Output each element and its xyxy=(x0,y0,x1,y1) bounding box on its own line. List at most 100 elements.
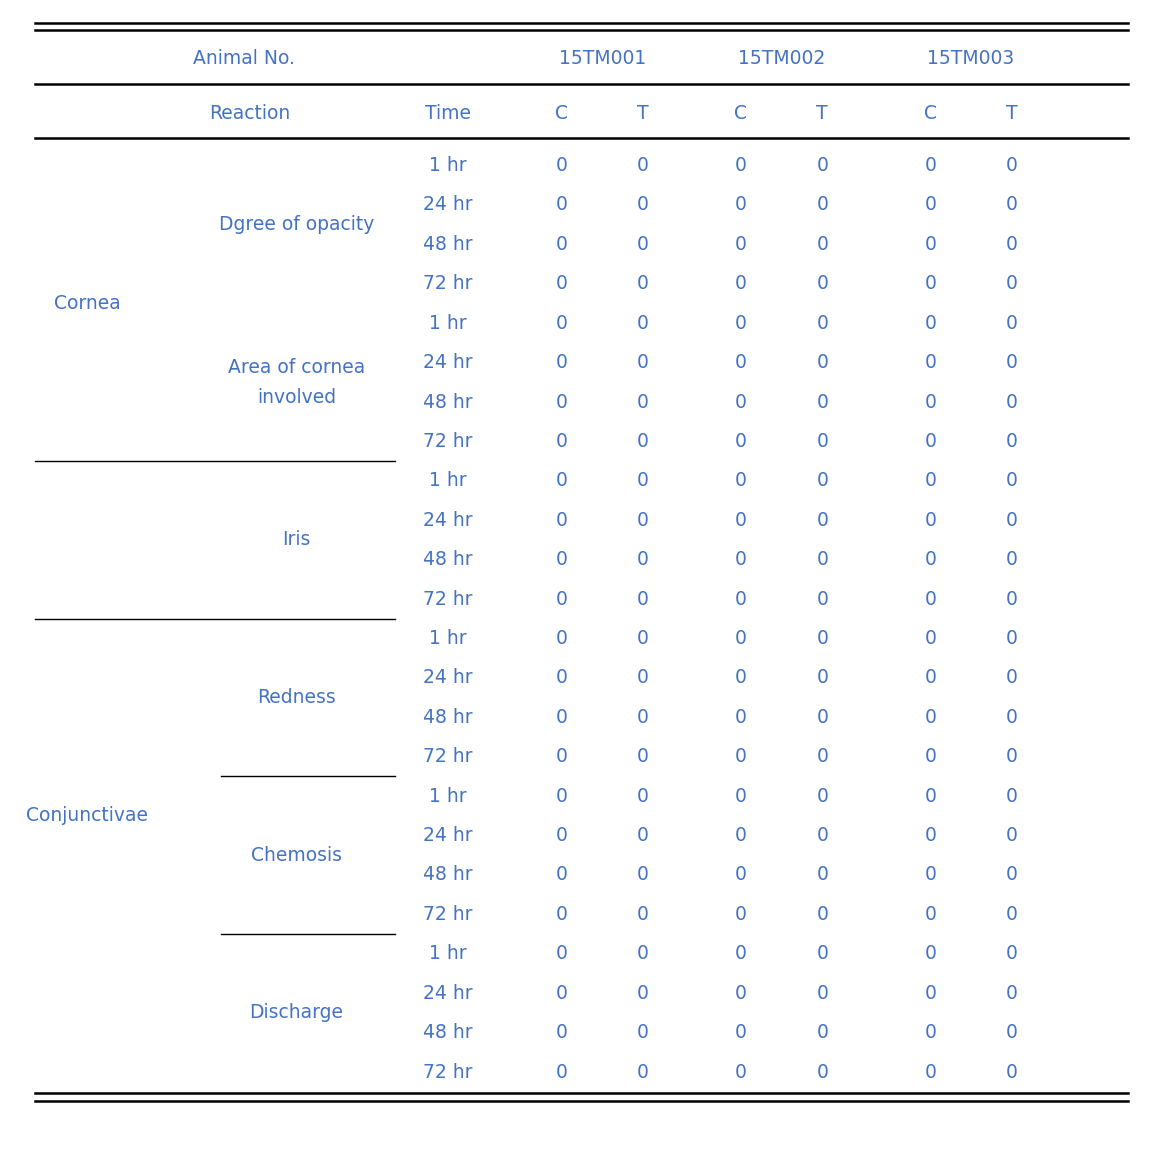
Text: T: T xyxy=(637,104,649,122)
Text: 0: 0 xyxy=(735,314,747,332)
Text: 0: 0 xyxy=(556,787,568,806)
Text: 0: 0 xyxy=(1006,865,1018,885)
Text: Conjunctivae: Conjunctivae xyxy=(27,807,148,826)
Text: 48 hr: 48 hr xyxy=(423,234,472,254)
Text: 0: 0 xyxy=(1006,353,1018,372)
Text: 0: 0 xyxy=(637,353,649,372)
Text: 0: 0 xyxy=(925,196,936,215)
Text: 0: 0 xyxy=(1006,431,1018,451)
Text: 0: 0 xyxy=(637,668,649,688)
Text: 0: 0 xyxy=(925,787,936,806)
Text: 0: 0 xyxy=(925,274,936,294)
Text: 1 hr: 1 hr xyxy=(429,944,466,963)
Text: 0: 0 xyxy=(735,826,747,845)
Text: 0: 0 xyxy=(556,1062,568,1082)
Text: 72 hr: 72 hr xyxy=(423,1062,472,1082)
Text: 0: 0 xyxy=(816,393,828,412)
Text: 0: 0 xyxy=(1006,471,1018,491)
Text: 0: 0 xyxy=(1006,984,1018,1003)
Text: 0: 0 xyxy=(1006,196,1018,215)
Text: 0: 0 xyxy=(735,787,747,806)
Text: 0: 0 xyxy=(735,944,747,963)
Text: 0: 0 xyxy=(816,314,828,332)
Text: 0: 0 xyxy=(556,393,568,412)
Text: 0: 0 xyxy=(735,865,747,885)
Text: 0: 0 xyxy=(816,431,828,451)
Text: Animal No.: Animal No. xyxy=(193,49,295,68)
Text: 0: 0 xyxy=(556,511,568,529)
Text: 0: 0 xyxy=(1006,1023,1018,1042)
Text: 0: 0 xyxy=(925,550,936,569)
Text: 0: 0 xyxy=(1006,274,1018,294)
Text: 0: 0 xyxy=(925,708,936,726)
Text: 0: 0 xyxy=(735,234,747,254)
Text: 0: 0 xyxy=(735,511,747,529)
Text: 0: 0 xyxy=(816,628,828,648)
Text: 0: 0 xyxy=(816,1062,828,1082)
Text: 0: 0 xyxy=(816,274,828,294)
Text: 0: 0 xyxy=(556,314,568,332)
Text: 0: 0 xyxy=(1006,590,1018,609)
Text: 0: 0 xyxy=(637,787,649,806)
Text: 0: 0 xyxy=(816,865,828,885)
Text: 0: 0 xyxy=(637,234,649,254)
Text: Redness: Redness xyxy=(257,688,336,707)
Text: 0: 0 xyxy=(637,590,649,609)
Text: 48 hr: 48 hr xyxy=(423,1023,472,1042)
Text: 0: 0 xyxy=(735,1023,747,1042)
Text: 0: 0 xyxy=(556,905,568,923)
Text: 24 hr: 24 hr xyxy=(423,984,472,1003)
Text: 0: 0 xyxy=(637,984,649,1003)
Text: 0: 0 xyxy=(637,944,649,963)
Text: 0: 0 xyxy=(556,984,568,1003)
Text: C: C xyxy=(734,104,748,122)
Text: 0: 0 xyxy=(1006,708,1018,726)
Text: 0: 0 xyxy=(637,1023,649,1042)
Text: 0: 0 xyxy=(1006,314,1018,332)
Text: 0: 0 xyxy=(735,628,747,648)
Text: 0: 0 xyxy=(556,471,568,491)
Text: 0: 0 xyxy=(925,353,936,372)
Text: 0: 0 xyxy=(556,944,568,963)
Text: 0: 0 xyxy=(637,156,649,175)
Text: 48 hr: 48 hr xyxy=(423,393,472,412)
Text: 0: 0 xyxy=(816,1023,828,1042)
Text: 0: 0 xyxy=(816,156,828,175)
Text: involved: involved xyxy=(257,388,336,407)
Text: 0: 0 xyxy=(735,984,747,1003)
Text: 0: 0 xyxy=(637,1062,649,1082)
Text: 0: 0 xyxy=(925,234,936,254)
Text: T: T xyxy=(816,104,828,122)
Text: 1 hr: 1 hr xyxy=(429,471,466,491)
Text: Discharge: Discharge xyxy=(250,1004,343,1023)
Text: 0: 0 xyxy=(816,590,828,609)
Text: 0: 0 xyxy=(735,196,747,215)
Text: 0: 0 xyxy=(925,511,936,529)
Text: 0: 0 xyxy=(1006,668,1018,688)
Text: 0: 0 xyxy=(925,865,936,885)
Text: 0: 0 xyxy=(637,826,649,845)
Text: 0: 0 xyxy=(816,708,828,726)
Text: 24 hr: 24 hr xyxy=(423,353,472,372)
Text: 24 hr: 24 hr xyxy=(423,668,472,688)
Text: 15TM001: 15TM001 xyxy=(558,49,647,68)
Text: 0: 0 xyxy=(1006,511,1018,529)
Text: 72 hr: 72 hr xyxy=(423,905,472,923)
Text: 1 hr: 1 hr xyxy=(429,156,466,175)
Text: 0: 0 xyxy=(925,431,936,451)
Text: 0: 0 xyxy=(1006,156,1018,175)
Text: 0: 0 xyxy=(637,865,649,885)
Text: 0: 0 xyxy=(816,944,828,963)
Text: 48 hr: 48 hr xyxy=(423,708,472,726)
Text: Area of cornea: Area of cornea xyxy=(228,358,365,377)
Text: 0: 0 xyxy=(637,314,649,332)
Text: 0: 0 xyxy=(735,274,747,294)
Text: 0: 0 xyxy=(735,590,747,609)
Text: 0: 0 xyxy=(925,1062,936,1082)
Text: T: T xyxy=(1006,104,1018,122)
Text: 0: 0 xyxy=(816,196,828,215)
Text: 0: 0 xyxy=(735,905,747,923)
Text: 0: 0 xyxy=(925,393,936,412)
Text: 0: 0 xyxy=(1006,905,1018,923)
Text: 0: 0 xyxy=(556,590,568,609)
